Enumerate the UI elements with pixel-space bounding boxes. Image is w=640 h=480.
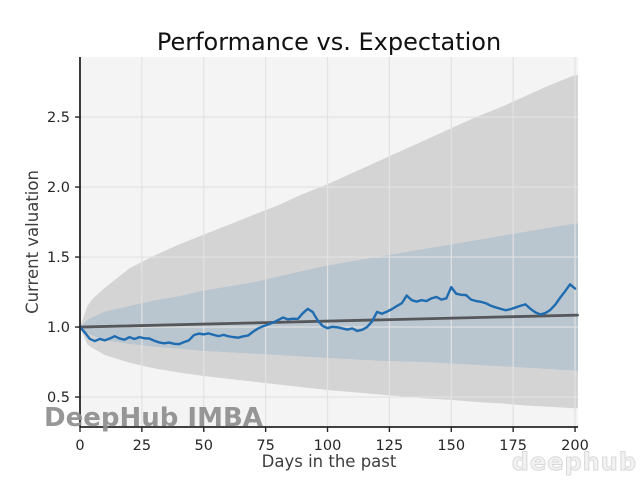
performance-line bbox=[78, 283, 577, 346]
watermark-deephub: deephub bbox=[512, 448, 637, 476]
expectation-trend-line bbox=[78, 313, 579, 329]
data-series bbox=[78, 283, 579, 346]
x-tick-label: 0 bbox=[75, 438, 84, 454]
y-tick-label: 2.0 bbox=[47, 180, 70, 196]
y-tick-label: 1.0 bbox=[47, 320, 70, 336]
x-tick-label: 200 bbox=[561, 438, 589, 454]
axes bbox=[75, 57, 578, 432]
x-tick-label: 25 bbox=[133, 438, 151, 454]
watermark-deephub-imba: DeepHub IMBA bbox=[44, 403, 263, 433]
y-tick-label: 2.5 bbox=[47, 110, 70, 126]
tick-labels: 0 25 50 75 100 125 150 175 200 0.5 1.0 1.5 2.0 2.5 bbox=[47, 110, 589, 454]
y-tick-label: 1.5 bbox=[47, 250, 70, 266]
y-tick-label: 0.5 bbox=[47, 390, 70, 406]
x-tick-label: 75 bbox=[256, 438, 274, 454]
x-tick-label: 150 bbox=[437, 438, 465, 454]
x-tick-label: 175 bbox=[499, 438, 527, 454]
y-axis-label: Current valuation bbox=[23, 170, 42, 314]
x-tick-label: 100 bbox=[314, 438, 342, 454]
x-tick-label: 125 bbox=[376, 438, 404, 454]
chart-title: Performance vs. Expectation bbox=[157, 28, 501, 56]
x-tick-label: 50 bbox=[195, 438, 213, 454]
x-axis-label: Days in the past bbox=[262, 452, 397, 471]
grid-lines bbox=[80, 57, 578, 427]
